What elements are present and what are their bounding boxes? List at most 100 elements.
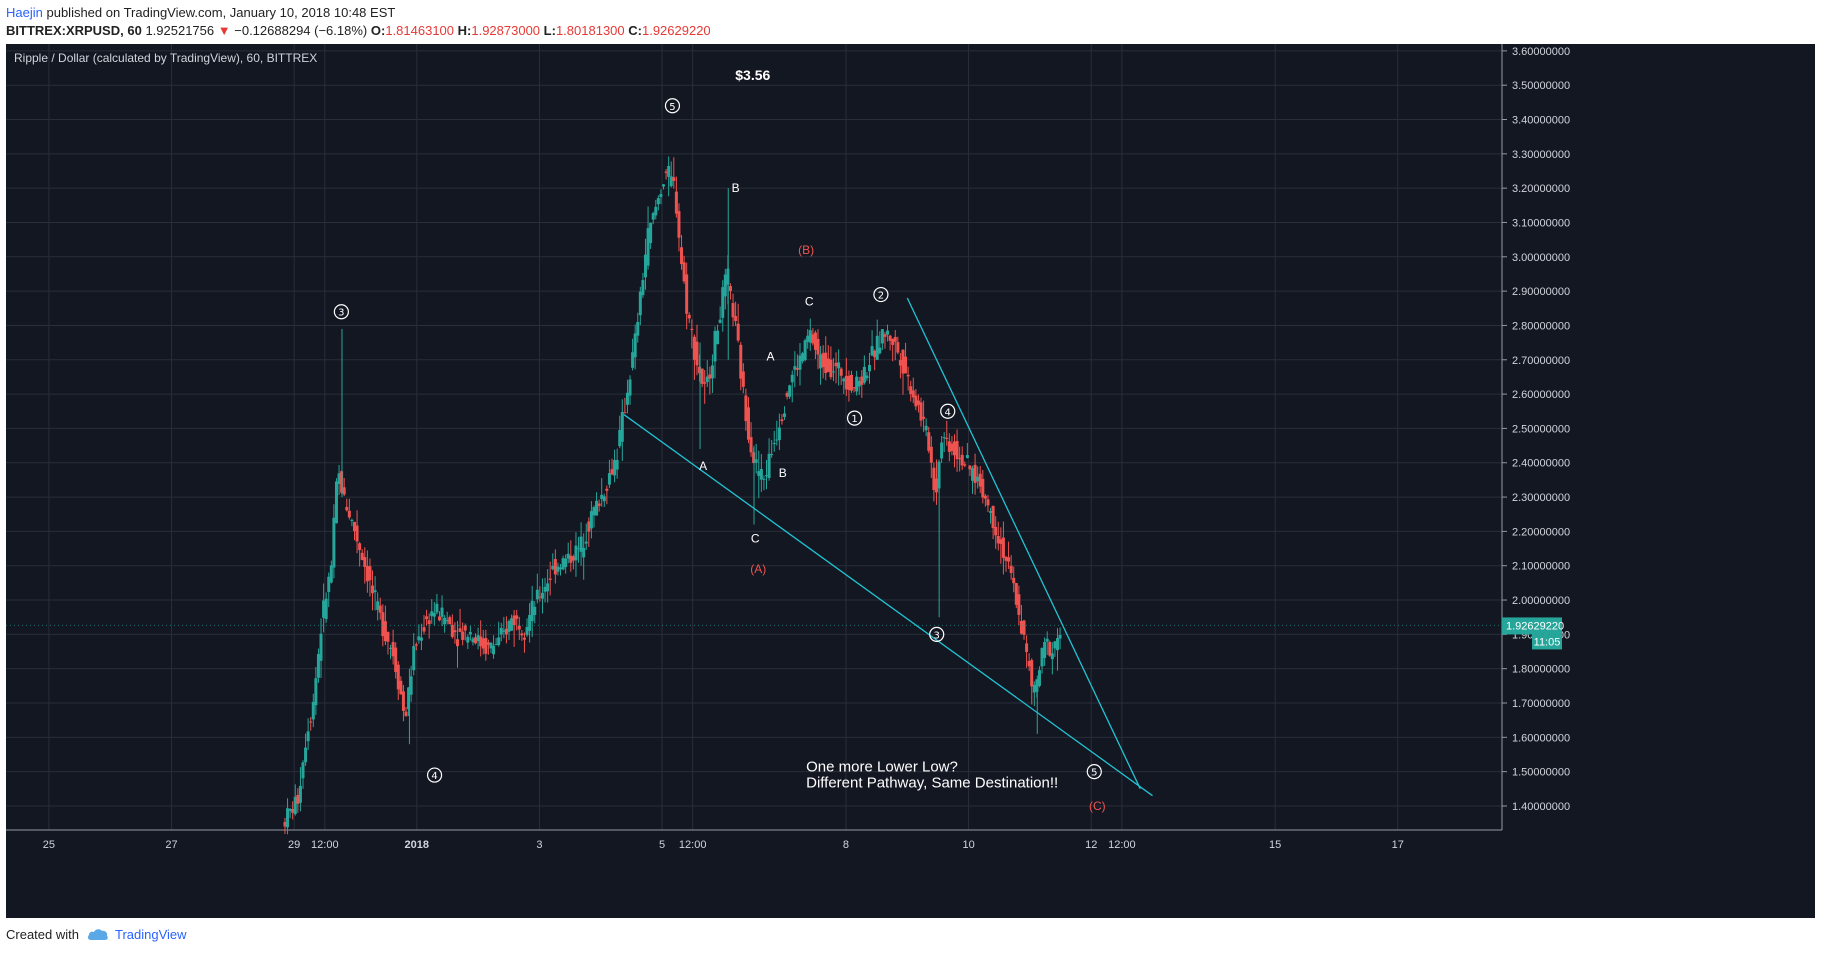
time-tick-label: 12:00 — [311, 839, 339, 851]
low-label: L: — [543, 23, 556, 38]
candle-body — [767, 453, 771, 479]
price-chart[interactable]: 3.60000000 3.50000000 3.40000000 3.30000000… — [6, 44, 1815, 918]
candle-body — [664, 171, 668, 173]
candle-body — [543, 586, 547, 592]
candle-body — [522, 637, 526, 640]
candle-body — [355, 525, 359, 542]
candle-body — [839, 368, 843, 376]
candle-body — [847, 375, 851, 390]
candle-body — [718, 319, 722, 323]
candle-body — [940, 442, 944, 459]
candle-body — [391, 642, 395, 657]
open-value: 1.81463100 — [385, 23, 455, 38]
price-tick-label: 2.60000000 — [1512, 389, 1570, 401]
candle-body — [605, 488, 609, 491]
price-tick-label: 1.80000000 — [1512, 664, 1570, 676]
candle-body — [777, 427, 781, 441]
wave-letter: C — [751, 531, 760, 545]
chart-area[interactable]: 3.60000000 3.50000000 3.40000000 3.30000000… — [6, 44, 1815, 918]
candle-body — [1017, 594, 1021, 615]
note-text: Different Pathway, Same Destination!! — [806, 775, 1058, 792]
candle-body — [381, 612, 385, 637]
down-arrow-icon: ▼ — [217, 23, 231, 38]
candle-body — [435, 603, 439, 613]
candle-body — [579, 536, 583, 552]
candle-body — [716, 330, 720, 345]
candle-body — [316, 654, 320, 678]
candle-body — [450, 624, 454, 637]
candle-body — [301, 762, 305, 779]
wave-circle — [333, 304, 349, 320]
candle-body — [994, 526, 998, 536]
time-tick-label: 8 — [843, 839, 849, 851]
tradingview-brand[interactable]: TradingView — [114, 927, 187, 942]
price-tick-label: 3.00000000 — [1512, 252, 1570, 264]
candle-body — [672, 177, 676, 181]
wave-circle — [846, 410, 863, 426]
candle-body — [852, 387, 856, 389]
price-tick-label: 2.40000000 — [1512, 458, 1570, 470]
candle-body — [744, 395, 748, 422]
candle-body — [559, 567, 563, 570]
tradingview-link[interactable]: TradingView — [87, 927, 187, 942]
candle-body — [960, 454, 964, 466]
candle-body — [757, 471, 761, 476]
candle-body — [1014, 582, 1018, 605]
author-link[interactable]: Haejin — [6, 5, 43, 20]
candle-body — [623, 412, 627, 414]
wave-label: 5 — [1091, 768, 1097, 779]
candle-body — [914, 395, 918, 407]
candle-body — [1037, 670, 1041, 686]
candle-body — [945, 438, 949, 440]
candle-body — [368, 566, 372, 581]
candle-body — [445, 620, 449, 622]
candle-body — [569, 555, 573, 563]
candle-body — [386, 631, 390, 642]
candle-body — [1019, 621, 1023, 634]
candle-body — [783, 413, 787, 417]
upper-trendline — [906, 297, 1141, 790]
time-tick-label: 12 — [1085, 839, 1097, 851]
candle-body — [898, 360, 902, 366]
candle-body — [461, 631, 465, 640]
candle-body — [801, 353, 805, 362]
candle-body — [950, 443, 954, 451]
candle-body — [888, 335, 892, 341]
candle-body — [1058, 635, 1062, 639]
candle-body — [463, 625, 467, 631]
candle-body — [785, 393, 789, 397]
candle-body — [1007, 557, 1011, 562]
candle-body — [643, 254, 647, 278]
candle-body — [471, 638, 475, 643]
candle-body — [288, 809, 292, 811]
candle-body — [466, 636, 470, 643]
candles — [283, 156, 1062, 835]
price-tick-label: 2.00000000 — [1512, 595, 1570, 607]
candle-body — [625, 392, 629, 405]
candle-body — [968, 465, 972, 470]
candle-body — [685, 274, 689, 314]
chart-header: Haejin published on TradingView.com, Jan… — [6, 4, 1806, 40]
wave-circle — [664, 98, 681, 114]
candle-body — [414, 644, 418, 646]
price-annotation: $3.56 — [735, 67, 770, 83]
candle-body — [497, 637, 501, 646]
candle-body — [443, 617, 447, 625]
candle-body — [615, 459, 619, 470]
candle-body — [831, 371, 835, 373]
candle-body — [821, 353, 825, 368]
lower-trendline — [623, 414, 1153, 797]
price-tick-label: 3.60000000 — [1512, 46, 1570, 58]
candle-body — [909, 386, 913, 395]
publish-line: Haejin published on TradingView.com, Jan… — [6, 4, 1806, 22]
candle-body — [795, 367, 799, 370]
created-with-label: Created with — [6, 927, 79, 942]
candle-body — [659, 194, 663, 198]
candle-body — [525, 627, 529, 636]
candle-body — [425, 616, 429, 620]
candle-body — [989, 511, 993, 513]
wave-circle — [929, 626, 945, 642]
candle-body — [780, 419, 784, 422]
candle-body — [548, 578, 552, 580]
candle-body — [589, 511, 593, 529]
